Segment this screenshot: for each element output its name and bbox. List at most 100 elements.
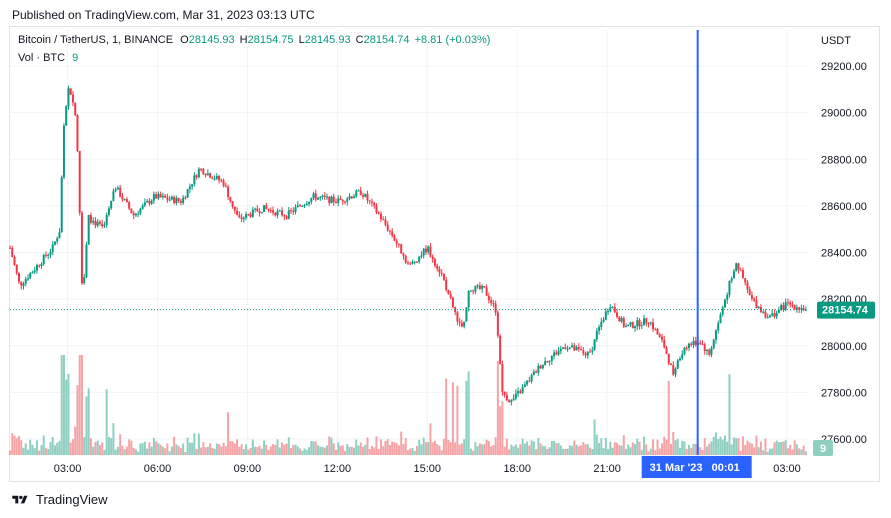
volume-bar [571, 446, 574, 455]
candle-body [53, 241, 56, 245]
candle-body [247, 214, 250, 216]
volume-bar [38, 450, 41, 455]
candle-body [505, 395, 508, 401]
time-axis[interactable]: 03:00 06:00 09:00 12:00 15:00 18:00 21:00 03:00 [54, 463, 801, 475]
candle-body [611, 306, 614, 308]
candle-body [67, 88, 70, 107]
volume-bar [281, 442, 284, 455]
candle-body [600, 321, 603, 328]
candle-body [382, 219, 385, 221]
candle-body [128, 202, 131, 209]
candle-body [577, 347, 580, 350]
volume-bar [287, 437, 290, 455]
volume-bar [76, 385, 79, 455]
candle-body [254, 208, 257, 210]
candle-body [42, 254, 45, 264]
volume-bar [705, 446, 708, 455]
candle-body [566, 348, 569, 350]
volume-bar [384, 440, 387, 455]
candle-body [652, 322, 655, 329]
volume-bar [481, 444, 484, 455]
price-axis[interactable]: 27600.0027800.0028000.0028200.0028400.00… [821, 61, 867, 446]
volume-legend: Vol · BTC 9 [18, 52, 78, 64]
volume-bar [460, 443, 463, 455]
candle-body [238, 215, 241, 218]
candle-body [676, 360, 679, 369]
volume-bar [476, 446, 479, 455]
candle-body [377, 212, 380, 214]
volume-bar [60, 355, 63, 455]
tradingview-logo-icon[interactable] [10, 494, 30, 506]
volume-bar [442, 438, 445, 455]
candle-body [69, 88, 72, 95]
volume-bar [98, 444, 101, 455]
volume-bar [420, 444, 423, 455]
volume-bar [332, 443, 335, 455]
candle-body [658, 334, 661, 337]
volume-label[interactable]: Vol · BTC [18, 52, 66, 64]
volume-bar [483, 444, 486, 455]
candle-body [775, 312, 778, 317]
candle-body [723, 299, 726, 308]
candle-body [139, 208, 142, 214]
candle-body [771, 313, 774, 316]
candle-body [546, 361, 549, 363]
candle-body [121, 196, 124, 200]
candle-body [541, 364, 544, 369]
candle-body [249, 214, 252, 217]
volume-bar [413, 450, 416, 455]
volume-bar [562, 448, 565, 455]
candle-body [359, 190, 362, 196]
volume-bar [29, 439, 32, 455]
volume-bar [258, 445, 261, 455]
volume-bar [159, 444, 162, 455]
volume-bar [762, 450, 765, 455]
volume-bar [492, 445, 495, 455]
volume-bar [303, 448, 306, 455]
volume-bar [346, 444, 349, 455]
volume-bar [58, 440, 61, 455]
volume-bar [294, 444, 297, 455]
volume-bar [800, 449, 803, 455]
candle-body [625, 326, 628, 328]
volume-bar [296, 446, 299, 455]
candle-body [440, 272, 443, 274]
candle-body [348, 196, 351, 199]
volume-bar [523, 443, 526, 455]
volume-bar [656, 439, 659, 455]
volume-bar [22, 447, 25, 455]
candle-body [40, 263, 43, 266]
footer-brand[interactable]: TradingView [36, 492, 108, 507]
volume-bar [478, 443, 481, 455]
candle-body [449, 294, 452, 298]
candle-body [350, 196, 353, 199]
volume-bar [393, 442, 396, 455]
candle-body [418, 256, 421, 262]
volume-bar [292, 445, 295, 455]
volume-bar [83, 437, 86, 455]
volume-bar [719, 436, 722, 455]
low-value: 28145.93 [304, 34, 351, 46]
volume-bar [188, 442, 191, 455]
volume-bar [580, 445, 583, 455]
volume-bar [173, 436, 176, 455]
symbol-name[interactable]: Bitcoin / TetherUS, 1, BINANCE [18, 34, 174, 46]
candle-body [795, 307, 798, 310]
candle-body [357, 190, 360, 192]
candle-body [476, 285, 479, 287]
volume-bar [47, 449, 50, 455]
candle-body [116, 187, 119, 190]
candle-body [283, 215, 286, 217]
volume-bar [139, 443, 142, 455]
last-price-badge: 28154.74 [817, 301, 875, 319]
candle-body [272, 210, 275, 213]
candle-body [791, 304, 794, 306]
volume-bar [150, 446, 153, 455]
volume-bar [804, 451, 807, 455]
candle-body [35, 265, 38, 271]
volume-bar [640, 449, 643, 455]
candle-body [499, 335, 502, 365]
volume-bar [9, 450, 11, 455]
volume-bar [631, 442, 634, 455]
